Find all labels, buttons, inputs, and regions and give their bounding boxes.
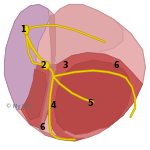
Text: 1: 1: [21, 26, 26, 34]
Text: 6: 6: [39, 123, 45, 132]
Ellipse shape: [23, 25, 29, 35]
Polygon shape: [4, 4, 50, 110]
Text: 2: 2: [40, 61, 46, 70]
Polygon shape: [54, 4, 123, 64]
Text: 6: 6: [114, 61, 119, 70]
Text: 4: 4: [51, 101, 56, 110]
Text: 3: 3: [63, 61, 68, 70]
Polygon shape: [39, 64, 57, 129]
Polygon shape: [54, 60, 132, 135]
Ellipse shape: [42, 61, 50, 69]
Text: © My EKG: © My EKG: [6, 103, 33, 109]
Polygon shape: [39, 129, 63, 140]
Polygon shape: [4, 4, 146, 141]
Polygon shape: [63, 128, 108, 138]
Text: 5: 5: [87, 99, 93, 108]
Polygon shape: [50, 15, 56, 64]
Polygon shape: [24, 69, 46, 120]
Polygon shape: [21, 63, 52, 129]
Polygon shape: [48, 52, 142, 141]
